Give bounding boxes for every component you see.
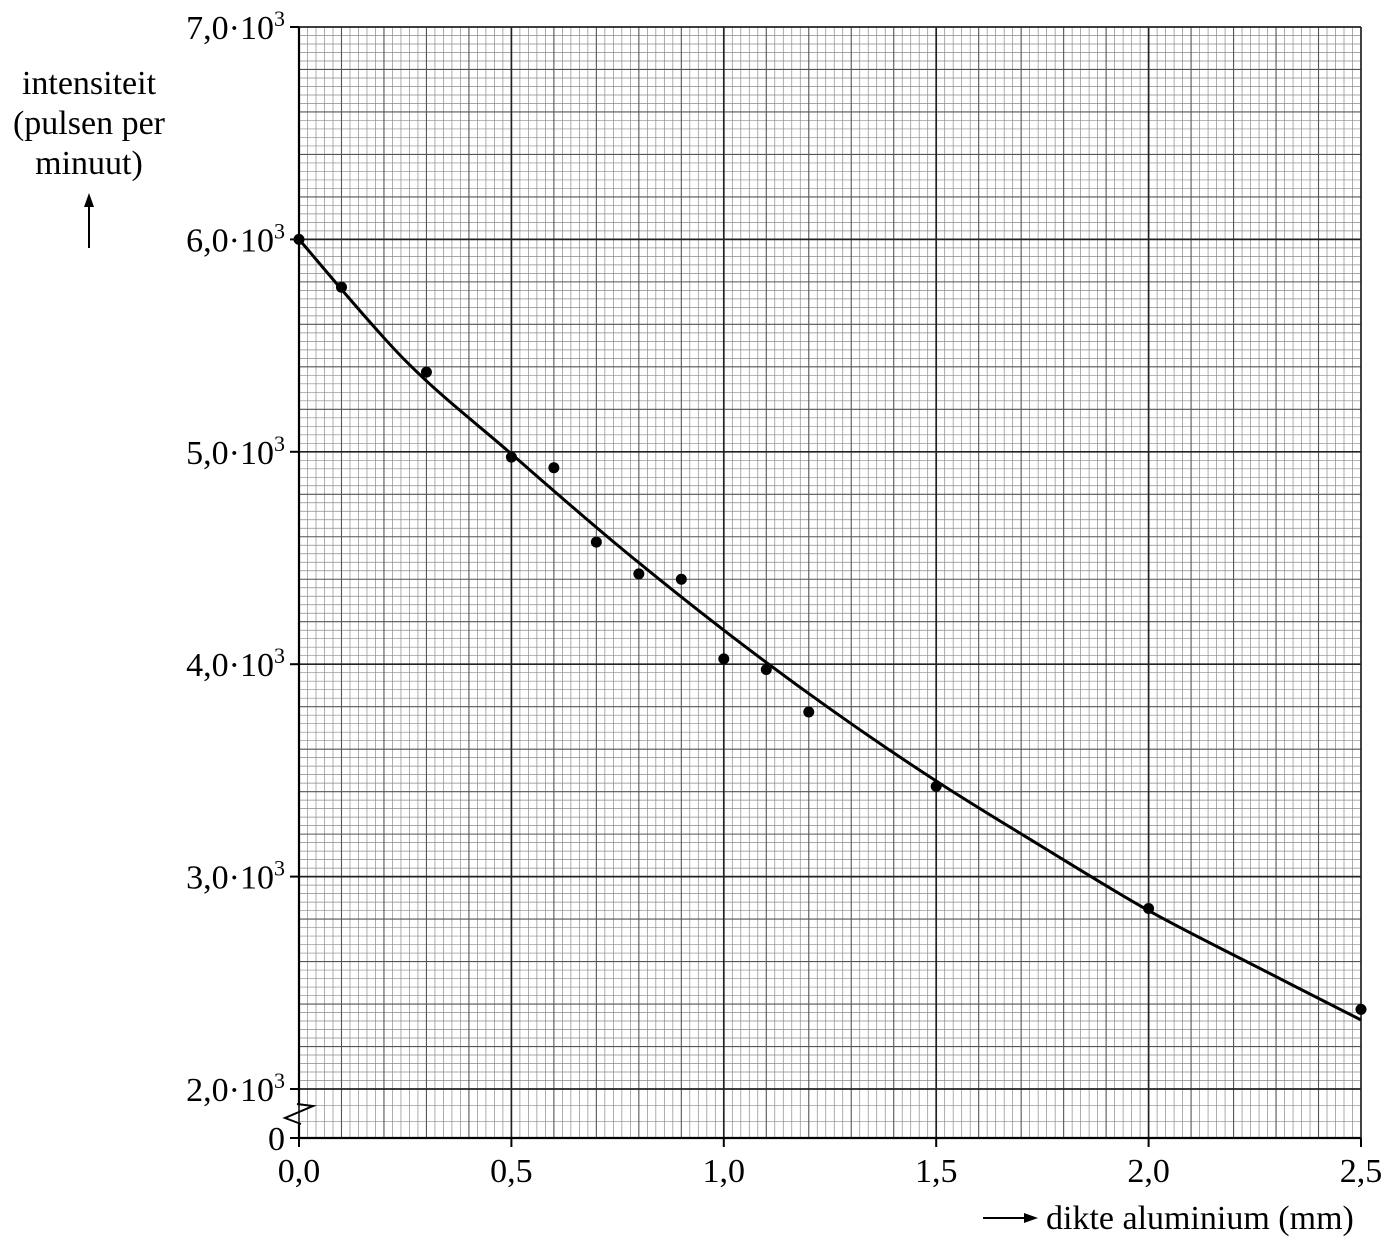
y-axis-arrow-icon <box>84 193 94 248</box>
data-point <box>420 366 432 378</box>
grid-mid <box>299 27 1361 1138</box>
data-point <box>548 462 560 474</box>
x-tick-label: 1,0 <box>703 1153 746 1190</box>
data-point <box>293 233 305 245</box>
axes <box>282 27 1361 1140</box>
data-point <box>760 664 772 676</box>
fit-curve-group <box>297 238 1362 1022</box>
y-axis-label-line-1: intensiteit <box>21 65 157 102</box>
data-point <box>335 281 347 293</box>
y-tick-label: 5,0·103 <box>186 431 285 472</box>
data-point <box>675 573 687 585</box>
fit-curve <box>297 238 1362 1022</box>
y-tick-label: 6,0·103 <box>186 218 285 259</box>
y-axis-label-line-2: (pulsen per <box>12 105 165 142</box>
y-tick-label: 2,0·103 <box>186 1068 285 1109</box>
grid-major <box>298 26 1362 1138</box>
ticks: 0,0 0,5 1,0 1,5 2,0 2,5 2,0·103 3,0·103 4,0·103 5… <box>186 6 1382 1190</box>
x-tick-label: 0,0 <box>278 1153 321 1190</box>
data-point <box>930 780 942 792</box>
data-point <box>718 653 730 665</box>
data-points <box>293 233 1367 1015</box>
axis-break-icon <box>282 1103 317 1125</box>
x-tick-label: 2,5 <box>1340 1153 1383 1190</box>
x-axis-label: dikte aluminium (mm) <box>1046 1200 1354 1237</box>
y-tick-label: 3,0·103 <box>186 856 285 897</box>
data-point <box>1355 1003 1367 1015</box>
y-tick-label: 7,0·103 <box>186 6 285 47</box>
y-axis-label-line-3: minuut) <box>35 145 143 182</box>
grid-minor <box>299 27 1361 1138</box>
data-point <box>1143 902 1155 914</box>
y-zero-label: 0 <box>268 1121 285 1158</box>
x-axis-arrow-icon <box>983 1213 1038 1223</box>
y-tick-label: 4,0·103 <box>186 643 285 684</box>
data-point <box>803 706 815 718</box>
x-tick-label: 0,5 <box>490 1153 533 1190</box>
x-tick-label: 2,0 <box>1127 1153 1170 1190</box>
x-tick-label: 1,5 <box>915 1153 958 1190</box>
data-point <box>633 568 645 580</box>
data-point <box>590 536 602 548</box>
y-axis-label: intensiteit (pulsen per minuut) <box>0 64 178 184</box>
data-point <box>505 451 517 463</box>
